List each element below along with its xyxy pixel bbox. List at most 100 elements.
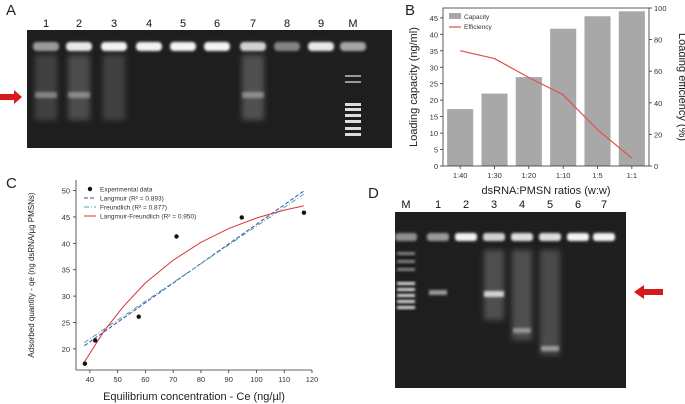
gel-a-smear xyxy=(68,55,90,120)
gel-a-well xyxy=(66,42,92,51)
gel-d-lane-label: 1 xyxy=(435,199,441,211)
gel-image-d: M 1 2 3 4 5 6 7 xyxy=(395,199,663,388)
chart-c-ytick-label: 25 xyxy=(62,319,70,328)
gel-a-lane-label: 6 xyxy=(214,18,220,30)
gel-a-lane-label: 2 xyxy=(76,18,82,30)
chart-b-efficiency-line xyxy=(460,50,633,159)
gel-a-marker-band xyxy=(345,133,361,136)
chart-c-fit-line xyxy=(83,205,304,363)
gel-d-marker-band xyxy=(397,300,415,303)
chart-b-legend-label: Capacity xyxy=(464,14,490,21)
chart-b-legend-label: Efficiency xyxy=(464,24,492,31)
chart-b-y2tick-label: 80 xyxy=(654,36,662,45)
chart-c-data-point xyxy=(301,210,307,215)
panel-d-letter: D xyxy=(368,185,379,202)
gel-a-marker-band xyxy=(345,127,361,130)
chart-b-ylabel: Loading capacity (ng/ml) xyxy=(408,27,420,147)
gel-d-well xyxy=(483,233,505,241)
chart-b-xtick-label: 1:30 xyxy=(487,171,502,180)
gel-a-marker-band xyxy=(345,120,361,123)
gel-a-lane-label: 8 xyxy=(284,18,290,30)
gel-a-lane-label: 4 xyxy=(146,18,152,30)
chart-c-ytick-label: 30 xyxy=(62,292,70,301)
chart-c-fit-line xyxy=(84,193,304,343)
chart-c-legend-swatch xyxy=(87,186,93,192)
gel-a-lane-label: 9 xyxy=(318,18,324,30)
chart-b: 0 5 10 15 20 25 30 35 40 45 0 20 40 60 80 100 1:40 1:30 1:… xyxy=(408,4,685,197)
gel-a-well xyxy=(340,42,366,51)
gel-d-well xyxy=(395,233,417,241)
gel-d-well xyxy=(593,233,615,241)
chart-b-legend-swatch xyxy=(449,13,461,19)
chart-c-ytick-label: 20 xyxy=(62,345,70,354)
chart-c-xtick-label: 100 xyxy=(250,375,263,384)
gel-d-marker-band xyxy=(397,282,415,285)
gel-d-well xyxy=(567,233,589,241)
chart-b-xtick-label: 1:1 xyxy=(627,171,637,180)
panel-a-letter: A xyxy=(6,2,17,19)
chart-b-y2tick-label: 100 xyxy=(654,4,667,13)
gel-d-lane-label: 6 xyxy=(575,199,581,211)
gel-a-marker-band xyxy=(345,108,361,111)
gel-a-marker-band xyxy=(345,75,361,77)
gel-a-well xyxy=(204,42,230,51)
gel-a-well xyxy=(240,42,266,51)
chart-b-bar xyxy=(481,93,508,166)
chart-b-frame xyxy=(442,7,650,167)
chart-c-legend-label: Experimental data xyxy=(100,187,153,194)
gel-a-well xyxy=(274,42,300,51)
gel-d-well xyxy=(539,233,561,241)
chart-b-y2tick-label: 20 xyxy=(654,130,662,139)
chart-b-ytick-label: 45 xyxy=(430,14,438,23)
gel-d-marker-band xyxy=(397,306,415,309)
chart-b-y2tick-label: 60 xyxy=(654,67,662,76)
gel-a-well xyxy=(136,42,162,51)
chart-b-bar xyxy=(584,16,611,166)
chart-c-xlabel: Equilibrium concentration - Ce (ng/µl) xyxy=(103,391,285,403)
chart-c: 20 25 30 35 40 45 50 40 50 60 70 80 90 100 110 120 Equil… xyxy=(27,180,318,403)
gel-d-smear xyxy=(484,250,504,320)
chart-b-ytick-label: 15 xyxy=(430,113,438,122)
gel-a-marker-band xyxy=(345,103,361,106)
gel-d-band xyxy=(429,290,447,295)
chart-b-y2label: Loading efficiency (%) xyxy=(676,33,685,141)
chart-c-xtick-label: 70 xyxy=(169,375,177,384)
chart-b-bar xyxy=(447,109,474,166)
chart-b-ytick-label: 10 xyxy=(430,129,438,138)
gel-a-arrow xyxy=(0,90,22,104)
chart-c-ytick-label: 50 xyxy=(62,187,70,196)
panel-c-letter: C xyxy=(6,175,17,192)
gel-d-well xyxy=(455,233,477,241)
chart-b-xlabel: dsRNA:PMSN ratios (w:w) xyxy=(482,185,611,197)
gel-d-background xyxy=(395,212,626,388)
gel-a-smear xyxy=(35,55,57,120)
chart-c-xtick-label: 110 xyxy=(278,375,290,384)
gel-d-lane-label: 7 xyxy=(601,199,607,211)
gel-d-marker-band xyxy=(397,252,415,255)
chart-c-data-point xyxy=(239,215,244,220)
chart-c-data-point xyxy=(92,338,98,343)
chart-b-ytick-label: 25 xyxy=(430,80,438,89)
gel-a-marker-band xyxy=(345,81,361,83)
chart-c-xtick-label: 80 xyxy=(197,375,205,384)
gel-d-well xyxy=(511,233,533,241)
chart-c-ylabel: Adsorbed quantity - qe (ng dsRNA/µg PMSN… xyxy=(27,192,36,357)
gel-d-well xyxy=(427,233,449,241)
chart-b-xtick-label: 1:40 xyxy=(453,171,468,180)
gel-a-smear xyxy=(103,55,125,120)
gel-d-lane-label: 2 xyxy=(463,199,469,211)
gel-a-well xyxy=(101,42,127,51)
gel-d-marker-band xyxy=(397,260,415,263)
chart-c-xtick-label: 60 xyxy=(141,375,149,384)
gel-d-lane-label: 5 xyxy=(547,199,553,211)
gel-d-marker-band xyxy=(397,268,415,271)
gel-a-well xyxy=(308,42,334,51)
chart-b-ytick-label: 5 xyxy=(434,146,438,155)
chart-b-ytick-label: 40 xyxy=(430,30,438,39)
gel-a-lane-label: M xyxy=(348,18,357,30)
chart-c-data-point xyxy=(174,234,179,239)
chart-b-ytick-label: 20 xyxy=(430,96,438,105)
gel-a-marker-band xyxy=(345,114,361,117)
chart-c-ytick-label: 35 xyxy=(62,266,70,275)
gel-d-band xyxy=(513,328,531,333)
